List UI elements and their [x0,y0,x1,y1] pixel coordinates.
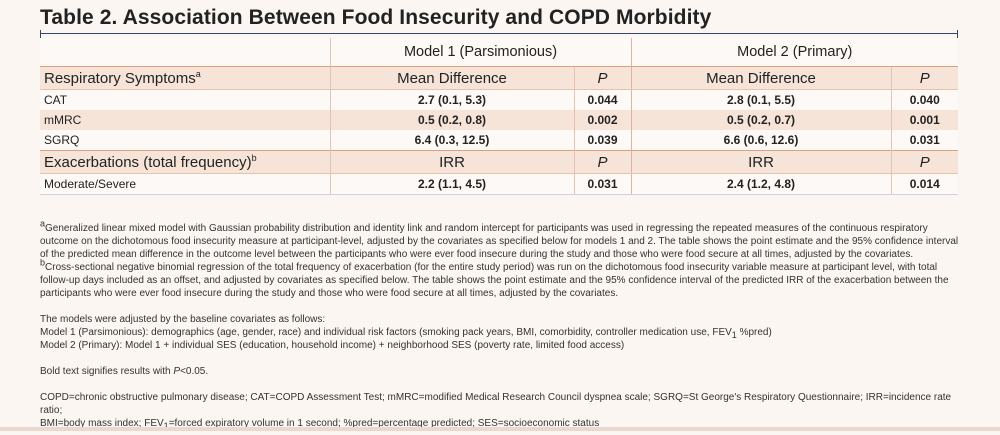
table-row: mMRC 0.5 (0.2, 0.8) 0.002 0.5 (0.2, 0.7)… [40,110,958,130]
section2-col-p-m2: P [890,150,958,174]
m2-p: 0.014 [890,173,958,195]
footnote-b: bCross-sectional negative binomial regre… [40,257,949,299]
m2-p: 0.040 [890,89,958,110]
m2-estimate: 2.8 (0.1, 5.5) [630,89,891,110]
model1-covariates: Model 1 (Parsimonious): demographics (ag… [40,327,772,340]
model2-header: Model 2 (Primary) [630,38,958,67]
model1-header: Model 1 (Parsimonious) [329,38,631,67]
section2-label: Exacerbations (total frequency)b [40,150,330,174]
m1-estimate: 0.5 (0.2, 0.8) [329,110,574,130]
m2-p: 0.001 [890,110,958,130]
m1-estimate: 2.7 (0.1, 5.3) [329,89,574,110]
section2-col-irr-m2: IRR [630,150,891,174]
bottom-rule [0,427,1000,431]
section2-col-p-m1: P [573,150,631,174]
table-row: CAT 2.7 (0.1, 5.3) 0.044 2.8 (0.1, 5.5) … [40,89,958,110]
table-footnotes: aGeneralized linear mixed model with Gau… [40,218,960,431]
row-label: Moderate/Severe [40,173,330,195]
footnote-a: aGeneralized linear mixed model with Gau… [40,218,959,260]
results-table: Model 1 (Parsimonious) Model 2 (Primary)… [40,38,958,195]
section1-header-row: Respiratory Symptomsa Mean Difference P … [40,66,958,90]
section1-col-mean-m1: Mean Difference [329,66,574,90]
title-rule [40,30,958,38]
table-row: Moderate/Severe 2.2 (1.1, 4.5) 0.031 2.4… [40,173,958,195]
section2-header-row: Exacerbations (total frequency)b IRR P I… [40,150,958,174]
empty-header-cell [40,38,330,67]
m2-estimate: 0.5 (0.2, 0.7) [630,110,891,130]
m1-p: 0.031 [573,173,631,195]
row-label: mMRC [44,113,82,127]
row-label: CAT [44,93,68,107]
section1-col-mean-m2: Mean Difference [630,66,891,90]
m2-p: 0.031 [890,130,958,151]
table-title: Table 2. Association Between Food Insecu… [40,6,712,29]
bold-note: Bold text signifies results with P<0.05. [40,366,209,377]
model2-covariates: Model 2 (Primary): Model 1 + individual … [40,340,625,351]
abbreviations-1: COPD=chronic obstructive pulmonary disea… [40,392,952,416]
m1-p: 0.002 [573,110,631,130]
table-row: SGRQ 6.4 (0.3, 12.5) 0.039 6.6 (0.6, 12.… [40,130,958,151]
row-label: SGRQ [44,133,80,147]
section1-label: Respiratory Symptomsa [40,66,330,90]
m2-estimate: 2.4 (1.2, 4.8) [630,173,891,195]
section1-col-p-m2: P [890,66,958,90]
section2-col-irr-m1: IRR [329,150,574,174]
m1-p: 0.044 [573,89,631,110]
m1-estimate: 2.2 (1.1, 4.5) [329,173,574,195]
section1-col-p-m1: P [573,66,631,90]
m2-estimate: 6.6 (0.6, 12.6) [630,130,891,151]
adjust-intro: The models were adjusted by the baseline… [40,314,326,325]
model-header-row: Model 1 (Parsimonious) Model 2 (Primary) [40,38,958,67]
m1-p: 0.039 [573,130,631,151]
abbreviations-2: BMI=body mass index; FEV1=forced expirat… [40,418,600,431]
m1-estimate: 6.4 (0.3, 12.5) [329,130,574,151]
